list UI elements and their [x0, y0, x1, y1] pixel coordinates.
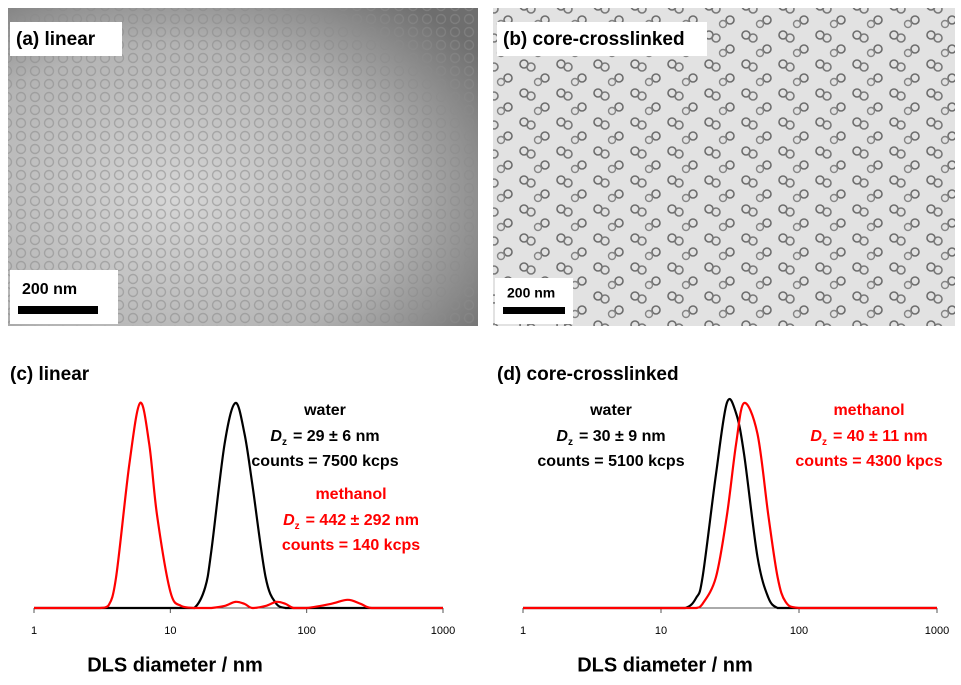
x-tick-label: 1 — [520, 625, 526, 637]
scale-label: 200 nm — [22, 281, 77, 298]
subscript: z — [282, 437, 287, 448]
chart-title: (d) core-crosslinked — [497, 364, 679, 385]
size: = 40 ± 11 nm — [833, 428, 928, 445]
x-axis-label: DLS diameter / nm — [87, 654, 263, 676]
x-tick-label: 100 — [790, 625, 808, 637]
annotation-size: Dz = 29 ± 6 nm — [270, 428, 379, 447]
annotation-counts: counts = 5100 kcps — [537, 453, 684, 470]
annotation-size: Dz = 30 ± 9 nm — [556, 428, 665, 447]
chart-title: (c) linear — [10, 364, 90, 385]
subscript: z — [822, 437, 827, 448]
subscript: z — [568, 437, 573, 448]
figure: (a) linear 200 nm (b) core-crosslinked 2… — [0, 0, 961, 680]
panel-label: (b) core-crosslinked — [503, 29, 685, 50]
x-tick-label: 1 — [31, 625, 37, 637]
symbol: D — [270, 428, 282, 445]
legend-name: methanol — [315, 486, 386, 503]
x-tick-label: 10 — [655, 625, 667, 637]
tem-panel-b: (b) core-crosslinked 200 nm — [493, 8, 955, 326]
legend-name: water — [589, 402, 632, 419]
annotation-counts: counts = 4300 kpcs — [795, 453, 942, 470]
symbol: D — [810, 428, 822, 445]
series-line — [34, 403, 443, 608]
x-axis-label: DLS diameter / nm — [577, 654, 753, 676]
x-tick-label: 10 — [164, 625, 176, 637]
size: = 29 ± 6 nm — [293, 428, 380, 445]
size: = 30 ± 9 nm — [579, 428, 666, 445]
legend-name: methanol — [833, 402, 904, 419]
x-tick-label: 1000 — [925, 625, 949, 637]
annotation-counts: counts = 140 kcps — [282, 537, 420, 554]
annotation-counts: counts = 7500 kcps — [251, 453, 398, 470]
scale-label: 200 nm — [507, 285, 555, 301]
series-line — [34, 403, 443, 608]
x-tick-label: 100 — [297, 625, 315, 637]
annotation-size: Dz = 442 ± 292 nm — [283, 512, 419, 531]
subscript: z — [295, 521, 300, 532]
symbol: D — [556, 428, 568, 445]
panel-label: (a) linear — [16, 29, 96, 50]
legend-name: water — [303, 402, 346, 419]
x-tick-label: 1000 — [431, 625, 455, 637]
annotation-size: Dz = 40 ± 11 nm — [810, 428, 927, 447]
size: = 442 ± 292 nm — [306, 512, 419, 529]
symbol: D — [283, 512, 295, 529]
tem-panel-a: (a) linear 200 nm — [8, 8, 478, 326]
